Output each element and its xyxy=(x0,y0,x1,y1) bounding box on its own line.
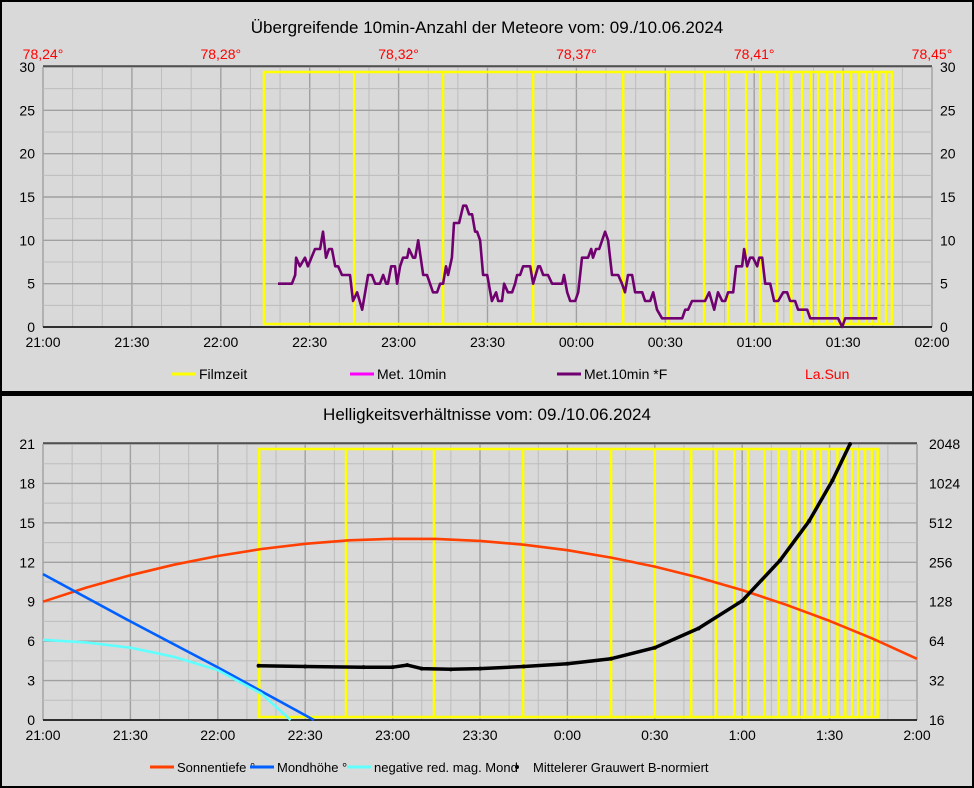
legend-label: Met. 10min xyxy=(377,366,446,382)
y-tick-label-right: 25 xyxy=(940,102,956,118)
x-tick-label: 23:30 xyxy=(470,334,505,350)
x-tick-label: 00:30 xyxy=(648,334,683,350)
y2-tick-label: 16 xyxy=(929,712,945,728)
legend-label: Sonnentiefe ° xyxy=(177,760,255,775)
grauwert-point xyxy=(740,598,745,603)
grauwert-point xyxy=(830,478,835,483)
grauwert-point xyxy=(448,667,453,672)
x-tick-label: 23:30 xyxy=(462,727,497,743)
bottom-chart-title: Helligkeitsverhältnisse vom: 09./10.06.2… xyxy=(323,405,651,424)
y2-tick-label: 512 xyxy=(929,515,953,531)
legend-label: Filmzeit xyxy=(199,366,247,382)
top-degree-label: 78,37° xyxy=(556,46,597,62)
y-tick-label: 3 xyxy=(27,673,35,689)
x-tick-label: 00:00 xyxy=(559,334,594,350)
y-tick-label-right: 20 xyxy=(940,146,956,162)
legend-label: La.Sun xyxy=(805,366,849,382)
x-tick-label: 22:00 xyxy=(203,334,238,350)
y2-tick-label: 2048 xyxy=(929,436,960,452)
x-tick-label: 21:30 xyxy=(113,727,148,743)
y-tick-label-right: 15 xyxy=(940,189,956,205)
y2-tick-label: 64 xyxy=(929,633,945,649)
y-tick-label: 5 xyxy=(27,276,35,292)
x-tick-label: 01:00 xyxy=(737,334,772,350)
grauwert-point xyxy=(778,558,783,563)
grauwert-point xyxy=(390,665,395,670)
grauwert-point xyxy=(419,666,424,671)
x-tick-label: 01:30 xyxy=(826,334,861,350)
series-line-0 xyxy=(278,204,878,329)
y-tick-label: 12 xyxy=(19,554,35,570)
y-tick-label: 6 xyxy=(27,633,35,649)
y-tick-label-right: 5 xyxy=(940,276,948,292)
y2-tick-label: 128 xyxy=(929,594,953,610)
grauwert-point xyxy=(478,666,482,671)
y-tick-label: 9 xyxy=(27,594,35,610)
x-tick-label: 1:30 xyxy=(816,727,843,743)
x-tick-label: 1:00 xyxy=(729,727,756,743)
top-degree-label: 78,45° xyxy=(912,46,953,62)
grauwert-point xyxy=(696,626,701,631)
x-tick-label: 21:00 xyxy=(25,334,60,350)
y-tick-label-right: 30 xyxy=(940,59,956,75)
top-degree-label: 78,32° xyxy=(378,46,419,62)
y-tick-label: 30 xyxy=(19,59,35,75)
x-tick-label: 22:30 xyxy=(288,727,323,743)
legend-label: Mittelerer Grauwert B-normiert xyxy=(533,760,709,775)
x-tick-label: 0:00 xyxy=(554,727,581,743)
bottom-panel xyxy=(0,394,974,788)
legend-label: Met.10min *F xyxy=(584,366,667,382)
legend-label: Mondhöhe ° xyxy=(277,760,347,775)
y-tick-label: 15 xyxy=(19,515,35,531)
x-tick-label: 23:00 xyxy=(381,334,416,350)
series-line-0 xyxy=(42,537,918,660)
x-tick-label: 22:30 xyxy=(292,334,327,350)
top-chart-title: Übergreifende 10min-Anzahl der Meteore v… xyxy=(251,18,724,37)
y-tick-label: 15 xyxy=(19,189,35,205)
top-degree-label: 78,24° xyxy=(23,46,64,62)
grauwert-point xyxy=(405,663,410,668)
grauwert-point xyxy=(652,645,657,650)
x-tick-label: 23:00 xyxy=(375,727,410,743)
y2-tick-label: 256 xyxy=(929,554,953,570)
grauwert-point xyxy=(807,518,812,523)
series-line-1 xyxy=(42,572,315,722)
x-tick-label: 22:00 xyxy=(200,727,235,743)
y-tick-label: 25 xyxy=(19,102,35,118)
series-line-2 xyxy=(42,638,292,721)
y-tick-label: 21 xyxy=(19,436,35,452)
grauwert-point xyxy=(847,442,852,446)
top-degree-label: 78,28° xyxy=(200,46,241,62)
x-tick-label: 21:30 xyxy=(114,334,149,350)
y-tick-label: 20 xyxy=(19,146,35,162)
y2-tick-label: 32 xyxy=(929,673,945,689)
grauwert-point xyxy=(565,661,570,666)
y-tick-label: 0 xyxy=(27,712,35,728)
top-degree-label: 78,41° xyxy=(734,46,775,62)
x-tick-label: 21:00 xyxy=(25,727,60,743)
grauwert-point xyxy=(256,663,261,668)
legend-label: negative red. mag. Mond xyxy=(374,760,518,775)
x-tick-label: 02:00 xyxy=(914,334,949,350)
x-tick-label: 2:00 xyxy=(903,727,930,743)
y-tick-label-right: 10 xyxy=(940,232,956,248)
y-tick-label: 0 xyxy=(27,319,35,335)
y-tick-label-right: 0 xyxy=(940,319,948,335)
series-line-3 xyxy=(258,443,852,672)
grauwert-point xyxy=(361,665,366,670)
grauwert-point xyxy=(521,664,526,669)
y-tick-label: 18 xyxy=(19,475,35,491)
grauwert-point xyxy=(609,656,614,661)
x-tick-label: 0:30 xyxy=(641,727,668,743)
grauwert-point xyxy=(303,664,308,669)
y-tick-label: 10 xyxy=(19,232,35,248)
legend-dot xyxy=(515,765,519,769)
y2-tick-label: 1024 xyxy=(929,475,960,491)
